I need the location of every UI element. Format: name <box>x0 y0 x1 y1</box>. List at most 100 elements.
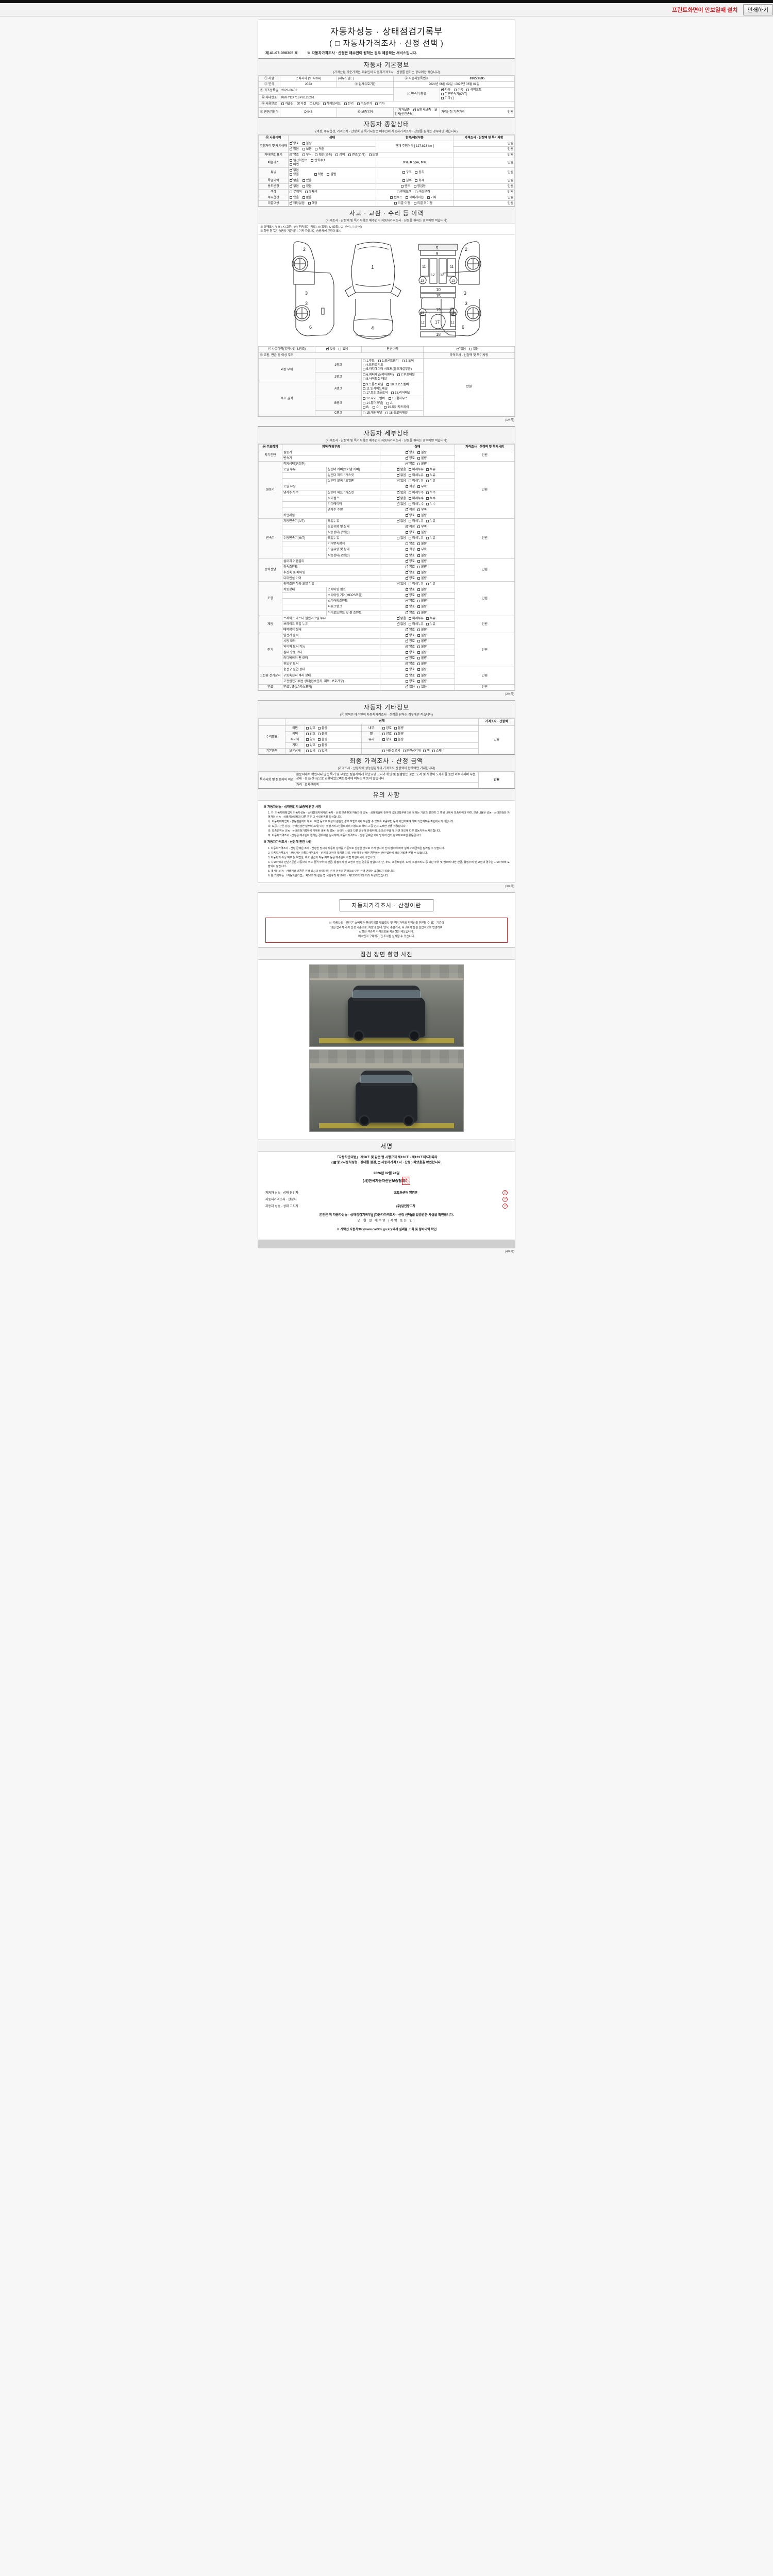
checkbox-커먼레일-양호[interactable]: 양호 <box>405 513 415 518</box>
checkbox-브레이크-마스터-실린더오일-누유-미세누유[interactable]: 미세누유 <box>408 617 424 621</box>
checkbox-오일누유-미세누유[interactable]: 미세누유 <box>408 536 424 540</box>
checkbox-x-안전삼각대[interactable]: 안전삼각대 <box>402 749 421 753</box>
checkbox-실린더-블록-오일팬-미세누유[interactable]: 미세누유 <box>408 479 424 483</box>
checkbox-와이퍼-모터-기능-양호[interactable]: 양호 <box>405 645 415 649</box>
checkbox-휠-양호[interactable]: 양호 <box>382 732 392 736</box>
checkbox-시동-모터-양호[interactable]: 양호 <box>405 638 415 643</box>
checkbox-실린더-커버-로커암-커버--누유[interactable]: 누유 <box>426 468 435 472</box>
checkbox-accident-none[interactable]: 없음 <box>326 347 335 351</box>
checkbox-변속기-양호[interactable]: 양호 <box>405 455 415 461</box>
checkbox-파워크랭크-불량[interactable]: 불량 <box>417 605 427 609</box>
checkbox-구동축전지-격리-상태-불량[interactable]: 불량 <box>417 674 427 678</box>
print-button[interactable]: 인쇄하기 <box>743 4 773 15</box>
checkbox-타이어-양호[interactable]: 양호 <box>306 738 315 742</box>
checkbox-워터펌프-미세누수[interactable]: 미세누수 <box>408 497 424 501</box>
checkbox-transmission-semiauto[interactable]: 세미오토 <box>466 88 482 92</box>
checkbox-x-스패너[interactable]: 스패너 <box>432 749 444 753</box>
checkbox-part-roof-panel[interactable]: 7.루프패널 <box>397 373 415 377</box>
checkbox-emission-co[interactable]: 일산화탄소 <box>290 159 308 163</box>
checkbox-발전기-출력-양호[interactable]: 양호 <box>405 633 415 638</box>
checkbox-options-other[interactable]: 기타 <box>427 196 436 200</box>
checkbox-price-assessment[interactable] <box>377 1161 380 1164</box>
checkbox-브레이크-오일-누유-누유[interactable]: 누유 <box>426 622 435 626</box>
checkbox-options-yes[interactable]: 있음 <box>290 196 299 200</box>
checkbox-구동축전지-격리-상태-양호[interactable]: 양호 <box>405 674 415 678</box>
checkbox-작동상태-공회전--불량[interactable]: 불량 <box>417 554 427 558</box>
checkbox-transmission-other[interactable]: 기타 ( ) <box>441 96 454 100</box>
checkbox-transmission-manual[interactable]: 수동 <box>453 88 463 92</box>
checkbox-mileage-few[interactable]: 적음 <box>315 147 325 151</box>
checkbox-part-hood[interactable]: 1.후드 <box>363 359 375 363</box>
checkbox-color-changed[interactable]: 색상변경 <box>415 190 430 194</box>
checkbox-part-wheel-house[interactable]: 13.휠하우스 <box>388 397 408 401</box>
checkbox-part-floor-panel[interactable]: 16.플로어패널 <box>385 411 408 415</box>
checkbox-pillar-b[interactable]: B, <box>363 405 369 410</box>
checkbox-발전기-출력-불량[interactable]: 불량 <box>417 634 427 638</box>
checkbox-작동상태-공회전--불량[interactable]: 불량 <box>417 531 427 535</box>
checkbox-fuel-gasoline[interactable]: 가솔린 <box>281 102 294 106</box>
checkbox-브레이크-마스터-실린더오일-누유-누유[interactable]: 누유 <box>426 617 435 621</box>
checkbox-x-잭[interactable]: 잭 <box>423 749 430 753</box>
checkbox-클러치-어셈블리-양호[interactable]: 양호 <box>405 558 415 564</box>
checkbox-mileage-good[interactable]: 양호 <box>290 141 299 146</box>
checkbox-special-none[interactable]: 없음 <box>290 178 299 183</box>
checkbox-mileage-bad[interactable]: 불량 <box>302 142 312 146</box>
checkbox-tuning-none[interactable]: 없음 <box>290 168 299 173</box>
checkbox-오일-유량-부족[interactable]: 부족 <box>417 485 427 489</box>
checkbox-tuning-illegal[interactable]: 불법 <box>327 173 336 177</box>
checkbox-기어변속장치-양호[interactable]: 양호 <box>405 542 415 546</box>
checkbox-타이어-불량[interactable]: 불량 <box>318 738 327 742</box>
checkbox-냉각수-수량-적정[interactable]: 적정 <box>405 507 415 512</box>
checkbox-vin-different[interactable]: 상이 <box>335 153 345 157</box>
checkbox-디퍼렌셜-기어-불량[interactable]: 불량 <box>417 577 427 581</box>
checkbox-동력조향-작동-오일-누유-미세누유[interactable]: 미세누유 <box>408 582 424 586</box>
checkbox-transmission-auto[interactable]: 자동 <box>441 88 450 92</box>
checkbox-오일유량-및-상태-부족[interactable]: 부족 <box>417 548 427 552</box>
checkbox-휠-불량[interactable]: 불량 <box>394 732 404 736</box>
checkbox-part-trunk-floor[interactable]: 17.트렁크플로어 <box>363 391 388 395</box>
checkbox-recall-notdone[interactable]: 리콜 미이행 <box>413 201 432 206</box>
checkbox-x-사용설명서[interactable]: 사용설명서 <box>382 749 400 753</box>
checkbox-실린더-헤드-개스킷-없음[interactable]: 없음 <box>396 490 406 495</box>
checkbox-part-side-sill[interactable]: 8.사이드실 패널 <box>363 377 387 381</box>
checkbox-스티어링-기어-MDPS포함--불량[interactable]: 불량 <box>417 594 427 598</box>
checkbox-오일누유-누유[interactable]: 누유 <box>426 519 435 523</box>
checkbox-스티어링조인트-불량[interactable]: 불량 <box>417 599 427 603</box>
checkbox-실내-송풍-모터-불량[interactable]: 불량 <box>417 651 427 655</box>
checkbox-part-inside-panel[interactable]: 11.인사이드패널 <box>363 387 388 391</box>
checkbox-동력조향-작동-오일-누유-없음[interactable]: 없음 <box>396 582 406 586</box>
checkbox-실린더-헤드-개스킷-없음[interactable]: 없음 <box>396 473 406 478</box>
checkbox-배력장치-상태-불량[interactable]: 불량 <box>417 628 427 632</box>
checkbox-오일누유-없음[interactable]: 없음 <box>396 536 406 540</box>
checkbox-광택-양호[interactable]: 양호 <box>306 732 315 736</box>
checkbox-part-front-panel[interactable]: 9.프론트패널 <box>363 383 383 387</box>
checkbox-vin-erased[interactable]: 도말 <box>368 153 378 157</box>
checkbox-tuning-legal[interactable]: 적법 <box>314 173 324 177</box>
checkbox-tuning-structure[interactable]: 구조 <box>402 171 412 175</box>
checkbox-실린더-헤드-개스킷-미세누수[interactable]: 미세누수 <box>408 491 424 495</box>
checkbox-충전구-절연-상태-불량[interactable]: 불량 <box>417 668 427 672</box>
checkbox-part-side-member[interactable]: 12.사이드멤버 <box>363 397 385 401</box>
checkbox-options-no[interactable]: 없음 <box>302 196 312 200</box>
checkbox-스티어링-기어-MDPS포함--양호[interactable]: 양호 <box>405 593 415 598</box>
checkbox-fire[interactable]: 화재 <box>415 179 424 183</box>
checkbox-스티어링-펌프-양호[interactable]: 양호 <box>405 587 415 592</box>
checkbox-타이로드엔드-및-볼-조인트-불량[interactable]: 불량 <box>417 611 427 615</box>
checkbox-special-yes[interactable]: 있음 <box>302 179 312 183</box>
checkbox-브레이크-오일-누유-없음[interactable]: 없음 <box>396 621 406 626</box>
checkbox-디퍼렌셜-기어-양호[interactable]: 양호 <box>405 575 415 581</box>
checkbox-유리-불량[interactable]: 불량 <box>394 738 404 742</box>
checkbox-원동기-불량[interactable]: 불량 <box>417 451 427 455</box>
checkbox-보유상태-없음[interactable]: 없음 <box>318 749 327 753</box>
checkbox-pillar-a[interactable]: A, <box>386 401 393 405</box>
checkbox-오일유량-및-상태-부족[interactable]: 부족 <box>417 525 427 529</box>
checkbox-usage-yes[interactable]: 있음 <box>302 184 312 189</box>
checkbox-fuel-diesel[interactable]: 디젤 <box>297 101 306 106</box>
checkbox-part-door[interactable]: 3.도어 <box>402 359 414 363</box>
checkbox-작동상태-공회전--양호[interactable]: 양호 <box>405 530 415 535</box>
checkbox-등속조인트-불량[interactable]: 불량 <box>417 565 427 569</box>
checkbox-emission-smoke[interactable]: 매연 <box>290 163 299 167</box>
checkbox-워터펌프-없음[interactable]: 없음 <box>396 496 406 501</box>
install-print-warning-link[interactable]: 프린트화면이 안보일때 설치 <box>671 7 738 13</box>
checkbox-mileage-normal[interactable]: 보통 <box>302 147 312 151</box>
